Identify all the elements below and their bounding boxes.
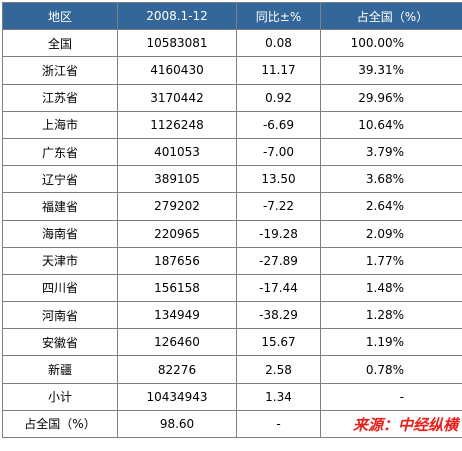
table-row: 浙江省 4160430 11.17 39.31% bbox=[2, 56, 462, 85]
table-row: 上海市 1126248 -6.69 10.64% bbox=[2, 110, 462, 139]
cell-yoy-change: 2.58 bbox=[236, 355, 321, 384]
header-row: 地区 2008.1-12 同比±% 占全国（%） bbox=[2, 1, 462, 31]
cell-national-share: 2.64% bbox=[320, 192, 462, 221]
cell-yoy-change: 11.17 bbox=[236, 56, 321, 85]
cell-value: 156158 bbox=[117, 273, 237, 303]
cell-region: 安徽省 bbox=[2, 328, 118, 357]
cell-yoy-change: -27.89 bbox=[236, 246, 321, 275]
cell-value: 401053 bbox=[117, 137, 237, 167]
cell-value: 279202 bbox=[117, 192, 237, 221]
cell-yoy-change: -7.00 bbox=[236, 137, 321, 167]
table-row: 海南省 220965 -19.28 2.09% bbox=[2, 219, 462, 248]
cell-national-share: 0.78% bbox=[320, 355, 462, 384]
cell-value: 82276 bbox=[117, 355, 237, 384]
cell-yoy-change: 0.92 bbox=[236, 83, 321, 112]
table-row: 全国 10583081 0.08 100.00% bbox=[2, 29, 462, 58]
cell-national-share: 2.09% bbox=[320, 219, 462, 248]
cell-yoy-change: -38.29 bbox=[236, 301, 321, 330]
source-note: 来源：中经纵横 bbox=[352, 415, 458, 434]
cell-yoy-change: -7.22 bbox=[236, 192, 321, 221]
table-row: 新疆 82276 2.58 0.78% bbox=[2, 355, 462, 384]
table-row: 河南省 134949 -38.29 1.28% bbox=[2, 301, 462, 330]
cell-national-share: 1.77% bbox=[320, 246, 462, 275]
cell-national-share: 100.00% bbox=[320, 29, 462, 58]
table-row: 福建省 279202 -7.22 2.64% bbox=[2, 192, 462, 221]
cell-yoy-change: -19.28 bbox=[236, 219, 321, 248]
header-national-share: 占全国（%） bbox=[320, 1, 462, 31]
cell-national-share: 3.79% bbox=[320, 137, 462, 167]
cell-value: 98.60 bbox=[117, 409, 237, 439]
cell-national-share: 1.19% bbox=[320, 328, 462, 357]
table-row: 安徽省 126460 15.67 1.19% bbox=[2, 328, 462, 357]
cell-region: 上海市 bbox=[2, 110, 118, 139]
cell-yoy-change: -6.69 bbox=[236, 110, 321, 139]
table-row: 四川省 156158 -17.44 1.48% bbox=[2, 273, 462, 303]
cell-value: 220965 bbox=[117, 219, 237, 248]
cell-region: 江苏省 bbox=[2, 83, 118, 112]
cell-value: 187656 bbox=[117, 246, 237, 275]
cell-region: 四川省 bbox=[2, 273, 118, 303]
table-row: 江苏省 3170442 0.92 29.96% bbox=[2, 83, 462, 112]
cell-value: 4160430 bbox=[117, 56, 237, 85]
cell-yoy-change: 15.67 bbox=[236, 328, 321, 357]
cell-value: 10434943 bbox=[117, 382, 237, 411]
cell-national-share: 29.96% bbox=[320, 83, 462, 112]
cell-region: 小计 bbox=[2, 382, 118, 411]
cell-value: 126460 bbox=[117, 328, 237, 357]
table-header: 地区 2008.1-12 同比±% 占全国（%） bbox=[2, 1, 462, 31]
cell-region: 河南省 bbox=[2, 301, 118, 330]
cell-region: 浙江省 bbox=[2, 56, 118, 85]
cell-national-share: 10.64% bbox=[320, 110, 462, 139]
table-row: 天津市 187656 -27.89 1.77% bbox=[2, 246, 462, 275]
cell-yoy-change: 13.50 bbox=[236, 165, 321, 194]
cell-value: 389105 bbox=[117, 165, 237, 194]
cell-national-share: 来源：中经纵横 bbox=[320, 409, 462, 439]
cell-national-share: 3.68% bbox=[320, 165, 462, 194]
table-row: 小计 10434943 1.34- bbox=[2, 382, 462, 411]
table-row: 广东省 401053 -7.00 3.79% bbox=[2, 137, 462, 167]
cell-yoy-change: 0.08 bbox=[236, 29, 321, 58]
table-body: 全国 10583081 0.08 100.00% 浙江省 4160430 11.17 39.3… bbox=[2, 29, 462, 439]
cell-value: 1126248 bbox=[117, 110, 237, 139]
cell-value: 10583081 bbox=[117, 29, 237, 58]
cell-region: 海南省 bbox=[2, 219, 118, 248]
table-row: 辽宁省 389105 13.50 3.68% bbox=[2, 165, 462, 194]
cell-yoy-change: - bbox=[236, 409, 321, 439]
cell-region: 辽宁省 bbox=[2, 165, 118, 194]
cell-national-share: - bbox=[320, 382, 462, 411]
cell-yoy-change: -17.44 bbox=[236, 273, 321, 303]
data-table: 地区 2008.1-12 同比±% 占全国（%） 全国 10583081 0.08 1… bbox=[2, 1, 462, 439]
table-row: 占全国（%） 98.60- 来源：中经纵横 bbox=[2, 409, 462, 439]
cell-region: 新疆 bbox=[2, 355, 118, 384]
cell-region: 天津市 bbox=[2, 246, 118, 275]
header-period: 2008.1-12 bbox=[117, 1, 237, 31]
cell-yoy-change: 1.34 bbox=[236, 382, 321, 411]
cell-value: 3170442 bbox=[117, 83, 237, 112]
cell-region: 广东省 bbox=[2, 137, 118, 167]
cell-region: 占全国（%） bbox=[2, 409, 118, 439]
header-yoy-change: 同比±% bbox=[236, 1, 321, 31]
cell-region: 福建省 bbox=[2, 192, 118, 221]
cell-value: 134949 bbox=[117, 301, 237, 330]
cell-region: 全国 bbox=[2, 29, 118, 58]
cell-national-share: 1.48% bbox=[320, 273, 462, 303]
cell-national-share: 39.31% bbox=[320, 56, 462, 85]
header-region: 地区 bbox=[2, 1, 118, 31]
cell-national-share: 1.28% bbox=[320, 301, 462, 330]
